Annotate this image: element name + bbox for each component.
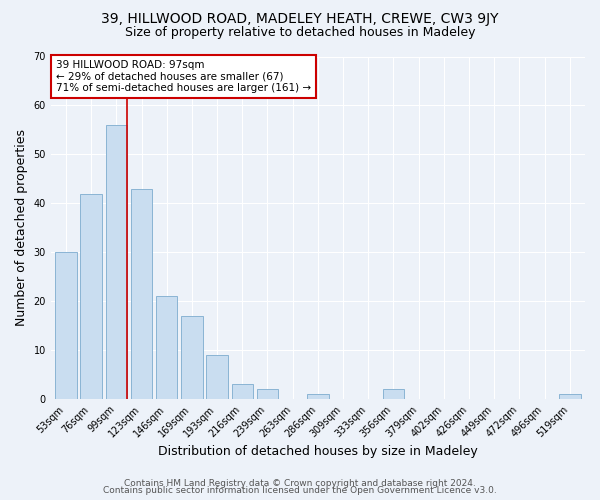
Bar: [257, 390, 278, 399]
Bar: [80, 194, 102, 399]
X-axis label: Distribution of detached houses by size in Madeley: Distribution of detached houses by size …: [158, 444, 478, 458]
Text: 39, HILLWOOD ROAD, MADELEY HEATH, CREWE, CW3 9JY: 39, HILLWOOD ROAD, MADELEY HEATH, CREWE,…: [101, 12, 499, 26]
Bar: [181, 316, 203, 399]
Text: Contains public sector information licensed under the Open Government Licence v3: Contains public sector information licen…: [103, 486, 497, 495]
Bar: [383, 390, 404, 399]
Bar: [156, 296, 178, 399]
Bar: [559, 394, 581, 399]
Bar: [55, 252, 77, 399]
Bar: [206, 355, 228, 399]
Bar: [131, 188, 152, 399]
Bar: [307, 394, 329, 399]
Bar: [232, 384, 253, 399]
Text: Contains HM Land Registry data © Crown copyright and database right 2024.: Contains HM Land Registry data © Crown c…: [124, 478, 476, 488]
Text: 39 HILLWOOD ROAD: 97sqm
← 29% of detached houses are smaller (67)
71% of semi-de: 39 HILLWOOD ROAD: 97sqm ← 29% of detache…: [56, 60, 311, 93]
Bar: [106, 125, 127, 399]
Y-axis label: Number of detached properties: Number of detached properties: [15, 130, 28, 326]
Text: Size of property relative to detached houses in Madeley: Size of property relative to detached ho…: [125, 26, 475, 39]
